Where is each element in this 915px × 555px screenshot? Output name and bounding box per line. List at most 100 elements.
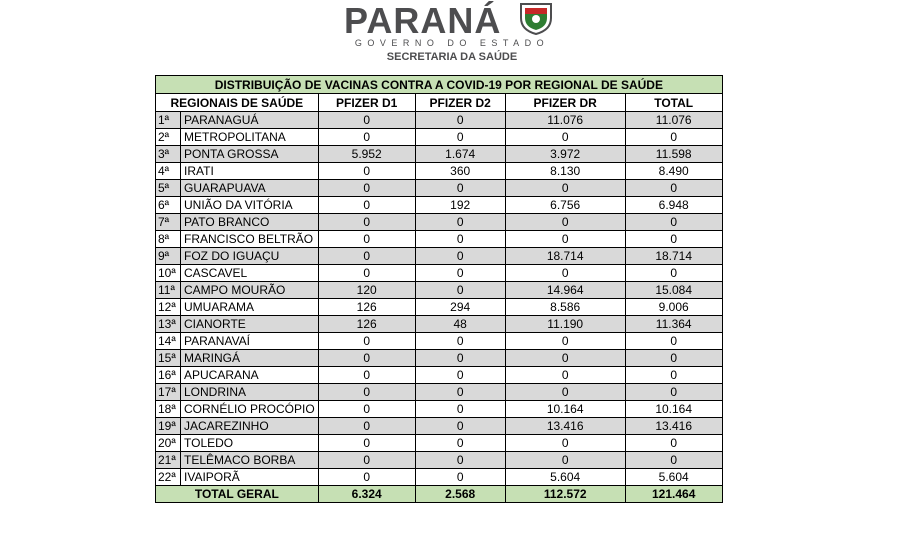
total-value: 6.324 xyxy=(317,485,416,503)
region-row: 4ª IRATI 0 360 8.130 8.490 xyxy=(155,162,723,180)
region-name: CASCAVEL xyxy=(180,264,319,282)
cell-value: 13.416 xyxy=(624,417,723,435)
cell-value: 0 xyxy=(317,162,416,180)
cell-value: 13.416 xyxy=(504,417,626,435)
table-title: DISTRIBUIÇÃO DE VACINAS CONTRA A COVID-1… xyxy=(155,75,723,94)
cell-value: 5.604 xyxy=(624,468,723,486)
cell-value: 0 xyxy=(624,383,723,401)
region-number: 16ª xyxy=(155,366,181,384)
region-name: MARINGÁ xyxy=(180,349,319,367)
region-name: PARANAVAÍ xyxy=(180,332,319,350)
cell-value: 126 xyxy=(317,315,416,333)
coat-of-arms xyxy=(520,3,552,36)
region-row: 8ª FRANCISCO BELTRÃO 0 0 0 0 xyxy=(155,230,723,248)
cell-value: 6.756 xyxy=(504,196,626,214)
region-row: 6ª UNIÃO DA VITÓRIA 0 192 6.756 6.948 xyxy=(155,196,723,214)
cell-value: 10.164 xyxy=(504,400,626,418)
region-name: GUARAPUAVA xyxy=(180,179,319,197)
region-name: CORNÉLIO PROCÓPIO xyxy=(180,400,319,418)
region-number: 21ª xyxy=(155,451,181,469)
cell-value: 9.006 xyxy=(624,298,723,316)
cell-value: 18.714 xyxy=(624,247,723,265)
cell-value: 0 xyxy=(504,451,626,469)
cell-value: 0 xyxy=(317,128,416,146)
cell-value: 0 xyxy=(317,349,416,367)
cell-value: 6.948 xyxy=(624,196,723,214)
cell-value: 8.130 xyxy=(504,162,626,180)
region-row: 20ª TOLEDO 0 0 0 0 xyxy=(155,434,723,452)
region-name: PARANAGUÁ xyxy=(180,111,319,129)
region-name: APUCARANA xyxy=(180,366,319,384)
cell-value: 0 xyxy=(504,264,626,282)
region-number: 4ª xyxy=(155,162,181,180)
region-name: TELÊMACO BORBA xyxy=(180,451,319,469)
cell-value: 0 xyxy=(414,349,506,367)
region-number: 1ª xyxy=(155,111,181,129)
cell-value: 11.190 xyxy=(504,315,626,333)
region-name: METROPOLITANA xyxy=(180,128,319,146)
cell-value: 120 xyxy=(317,281,416,299)
cell-value: 0 xyxy=(624,264,723,282)
cell-value: 0 xyxy=(317,417,416,435)
cell-value: 0 xyxy=(317,400,416,418)
region-row: 16ª APUCARANA 0 0 0 0 xyxy=(155,366,723,384)
region-number: 14ª xyxy=(155,332,181,350)
cell-value: 294 xyxy=(414,298,506,316)
region-name: FOZ DO IGUAÇU xyxy=(180,247,319,265)
cell-value: 18.714 xyxy=(504,247,626,265)
cell-value: 11.364 xyxy=(624,315,723,333)
region-row: 9ª FOZ DO IGUAÇU 0 0 18.714 18.714 xyxy=(155,247,723,265)
region-row: 22ª IVAIPORÃ 0 0 5.604 5.604 xyxy=(155,468,723,486)
region-number: 15ª xyxy=(155,349,181,367)
cell-value: 0 xyxy=(317,366,416,384)
cell-value: 14.964 xyxy=(504,281,626,299)
cell-value: 0 xyxy=(504,332,626,350)
region-row: 11ª CAMPO MOURÃO 120 0 14.964 15.084 xyxy=(155,281,723,299)
cell-value: 0 xyxy=(624,434,723,452)
region-number: 2ª xyxy=(155,128,181,146)
total-value: 2.568 xyxy=(414,485,506,503)
cell-value: 0 xyxy=(414,383,506,401)
region-row: 18ª CORNÉLIO PROCÓPIO 0 0 10.164 10.164 xyxy=(155,400,723,418)
region-row: 3ª PONTA GROSSA 5.952 1.674 3.972 11.598 xyxy=(155,145,723,163)
cell-value: 0 xyxy=(317,230,416,248)
total-row: TOTAL GERAL 6.324 2.568 112.572 121.464 xyxy=(155,485,723,503)
region-name: JACAREZINHO xyxy=(180,417,319,435)
cell-value: 0 xyxy=(414,264,506,282)
cell-value: 0 xyxy=(624,366,723,384)
region-number: 20ª xyxy=(155,434,181,452)
region-row: 13ª CIANORTE 126 48 11.190 11.364 xyxy=(155,315,723,333)
cell-value: 0 xyxy=(624,332,723,350)
region-name: CAMPO MOURÃO xyxy=(180,281,319,299)
cell-value: 0 xyxy=(414,400,506,418)
region-number: 8ª xyxy=(155,230,181,248)
cell-value: 0 xyxy=(414,247,506,265)
cell-value: 0 xyxy=(504,383,626,401)
region-row: 5ª GUARAPUAVA 0 0 0 0 xyxy=(155,179,723,197)
region-name: IVAIPORÃ xyxy=(180,468,319,486)
cell-value: 360 xyxy=(414,162,506,180)
region-row: 1ª PARANAGUÁ 0 0 11.076 11.076 xyxy=(155,111,723,129)
cell-value: 0 xyxy=(414,332,506,350)
cell-value: 0 xyxy=(317,434,416,452)
cell-value: 0 xyxy=(317,332,416,350)
cell-value: 0 xyxy=(414,128,506,146)
cell-value: 0 xyxy=(317,111,416,129)
cell-value: 0 xyxy=(504,128,626,146)
cell-value: 5.604 xyxy=(504,468,626,486)
brand: PARANÁ xyxy=(344,0,502,41)
cell-value: 0 xyxy=(414,179,506,197)
region-number: 10ª xyxy=(155,264,181,282)
cell-value: 0 xyxy=(624,230,723,248)
cell-value: 0 xyxy=(504,434,626,452)
cell-value: 11.598 xyxy=(624,145,723,163)
cell-value: 0 xyxy=(504,230,626,248)
region-name: PONTA GROSSA xyxy=(180,145,319,163)
header-row: REGIONAIS DE SAÚDE PFIZER D1 PFIZER D2 PFIZ… xyxy=(155,93,723,112)
region-name: FRANCISCO BELTRÃO xyxy=(180,230,319,248)
cell-value: 0 xyxy=(504,366,626,384)
cell-value: 0 xyxy=(504,349,626,367)
region-number: 17ª xyxy=(155,383,181,401)
cell-value: 0 xyxy=(317,383,416,401)
